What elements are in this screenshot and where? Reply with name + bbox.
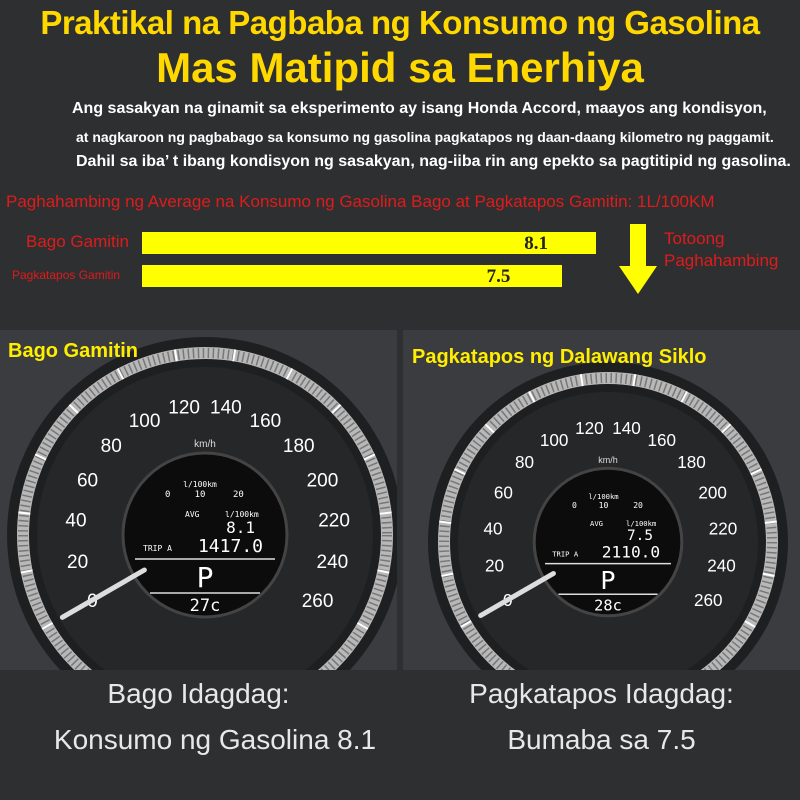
- speed-label: 220: [318, 510, 350, 531]
- speed-label: 200: [698, 484, 727, 503]
- speed-label: 260: [694, 591, 723, 610]
- lcd-avg-label: AVG: [185, 510, 200, 519]
- speed-label: 100: [129, 411, 161, 432]
- description-line-3: Dahil sa iba’ t ibang kondisyon ng sasak…: [76, 153, 791, 170]
- lcd-scale-0: 0: [572, 500, 577, 510]
- speed-label: 20: [485, 556, 504, 575]
- lcd-trip-value: 1417.0: [198, 536, 263, 557]
- panel-title-after: Pagkatapos ng Dalawang Siklo: [412, 346, 707, 368]
- lcd-unit: l/100km: [588, 492, 618, 501]
- comparison-note: Totoong Paghahambing: [664, 228, 778, 272]
- speed-unit: km/h: [194, 439, 216, 450]
- speed-label: 100: [540, 431, 569, 450]
- speed-label: 200: [307, 470, 339, 491]
- lcd-scale-0: 0: [165, 490, 170, 500]
- speed-label: 180: [283, 436, 315, 457]
- needle: [478, 571, 556, 618]
- speed-label: 40: [484, 519, 503, 538]
- lcd-display: [532, 466, 684, 618]
- arrow-down-icon: [619, 224, 657, 294]
- caption-before-1: Bago Idagdag:: [107, 678, 290, 709]
- speed-label: 60: [494, 484, 513, 503]
- speed-label: 240: [707, 556, 736, 575]
- lcd-trip-value: 2110.0: [602, 542, 660, 561]
- lcd-unit: l/100km: [183, 480, 217, 489]
- lcd-scale-2: 20: [633, 500, 643, 510]
- lcd-avg-unit: l/100km: [225, 510, 259, 519]
- description-line-2: at nagkaroon ng pagbabago sa konsumo ng …: [76, 129, 774, 145]
- bar-label-before: Bago Gamitin: [26, 232, 129, 251]
- lcd-avg-unit: l/100km: [626, 519, 656, 528]
- needle: [59, 567, 147, 620]
- lcd-scale-1: 10: [195, 490, 206, 500]
- description-line-1: Ang sasakyan na ginamit sa eksperimento …: [72, 100, 767, 117]
- speed-label: 80: [101, 436, 122, 457]
- bar-after: 7.5: [142, 265, 563, 287]
- caption-after-1: Pagkatapos Idagdag:: [469, 678, 734, 709]
- title-line-2: Mas Matipid sa Enerhiya: [156, 44, 644, 91]
- panel-title-before: Bago Gamitin: [8, 340, 139, 362]
- speed-label: 80: [515, 453, 534, 472]
- speed-label: 160: [250, 411, 282, 432]
- speed-label: 40: [65, 510, 86, 531]
- speed-label: 140: [612, 419, 641, 438]
- speed-label: 220: [709, 519, 738, 538]
- lcd-temp: 27c: [190, 596, 221, 616]
- bar-label-after: Pagkatapos Gamitin: [12, 268, 121, 282]
- chart-title: Paghahambing ng Average na Konsumo ng Ga…: [6, 192, 715, 211]
- speed-label: 20: [67, 552, 88, 573]
- caption-after-2: Bumaba sa 7.5: [507, 724, 696, 755]
- note-line-2: Paghahambing: [664, 251, 779, 270]
- caption-before-2: Konsumo ng Gasolina 8.1: [53, 724, 377, 755]
- speed-unit: km/h: [598, 455, 618, 465]
- speed-label: 140: [210, 398, 242, 419]
- bar-value-after: 7.5: [486, 266, 511, 287]
- speed-label: 240: [317, 552, 349, 573]
- lcd-temp: 28c: [594, 596, 622, 614]
- lcd-trip-label: TRIP A: [143, 544, 172, 553]
- lcd-avg-value: 7.5: [627, 528, 653, 544]
- bar-value-before: 8.1: [524, 233, 548, 254]
- lcd-gear: P: [197, 561, 214, 594]
- note-line-1: Totoong: [664, 229, 725, 248]
- speed-label: 120: [575, 419, 604, 438]
- lcd-avg-value: 8.1: [226, 518, 255, 537]
- lcd-avg-label: AVG: [590, 519, 603, 528]
- lcd-scale-1: 10: [599, 500, 609, 510]
- speed-label: 260: [302, 591, 334, 612]
- speed-label: 160: [648, 431, 677, 450]
- speed-label: 120: [168, 398, 200, 419]
- speed-label: 60: [77, 470, 98, 491]
- bar-before: 8.1: [142, 232, 596, 254]
- speed-label: 180: [677, 453, 706, 472]
- lcd-trip-label: TRIP A: [552, 549, 579, 558]
- lcd-display: [121, 451, 289, 619]
- title-line-1: Praktikal na Pagbaba ng Konsumo ng Gasol…: [40, 4, 760, 41]
- lcd-gear: P: [600, 566, 615, 595]
- lcd-scale-2: 20: [233, 490, 244, 500]
